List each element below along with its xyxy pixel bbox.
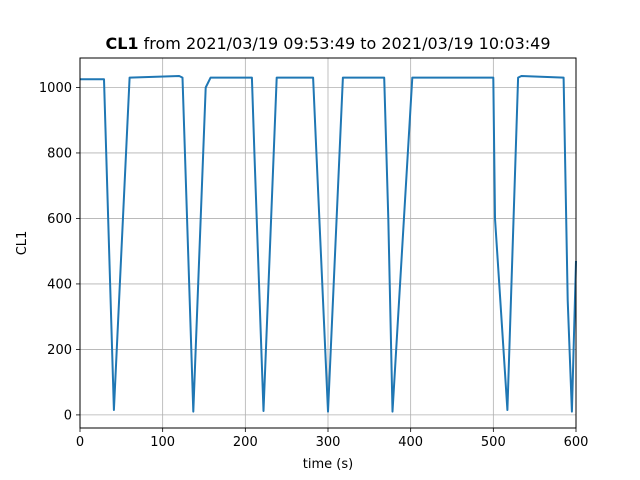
series-line-1 — [80, 75, 577, 413]
x-tick-label: 400 — [398, 435, 423, 450]
x-tick-label: 200 — [233, 435, 258, 450]
x-tick-label: 500 — [481, 435, 506, 450]
chart-title-rest: from 2021/03/19 09:53:49 to 2021/03/19 1… — [139, 34, 551, 53]
x-axis-ticks: 0 100 200 300 400 500 600 — [76, 428, 589, 450]
grid — [79, 58, 577, 428]
y-axis-ticks: 0 200 400 600 800 1000 — [39, 81, 80, 423]
chart-title-bold: CL1 — [105, 34, 138, 53]
y-tick-label: 200 — [47, 343, 72, 358]
y-tick-label: 0 — [64, 408, 72, 423]
y-axis-label: CL1 — [15, 231, 30, 256]
y-tick-label: 600 — [47, 212, 72, 227]
x-tick-label: 100 — [150, 435, 175, 450]
x-tick-label: 600 — [564, 435, 589, 450]
series-group — [80, 75, 577, 413]
x-tick-label: 0 — [76, 435, 84, 450]
y-tick-label: 1000 — [39, 81, 72, 96]
x-axis-label: time (s) — [303, 457, 353, 472]
chart-title: CL1 from 2021/03/19 09:53:49 to 2021/03/… — [105, 34, 550, 53]
x-tick-label: 300 — [316, 435, 341, 450]
y-tick-label: 800 — [47, 146, 72, 161]
y-tick-label: 400 — [47, 277, 72, 292]
